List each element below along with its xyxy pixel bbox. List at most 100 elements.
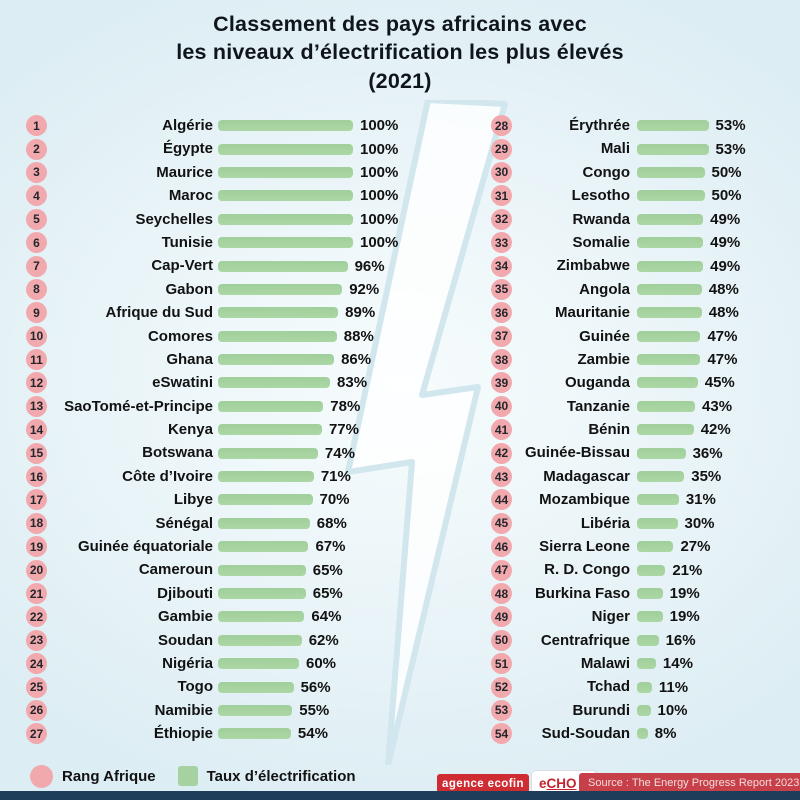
electrification-bar [637,728,648,740]
bar-group: 71% [218,465,351,488]
value-label: 31% [685,491,716,509]
electrification-bar [637,190,705,202]
bar-group: 67% [218,535,345,558]
electrification-bar [218,704,293,716]
ranking-row: 28 Érythrée 53% [486,114,796,137]
bar-group: 14% [637,652,693,675]
value-label: 100% [360,187,399,205]
title-line-3: (2021) [368,68,432,93]
country-label: Centrafrique [540,631,630,649]
electrification-bar [637,681,652,693]
rank-badge: 27 [26,723,47,745]
value-label: 48% [708,280,739,298]
value-label: 56% [300,678,331,696]
value-label: 96% [354,257,385,275]
bar-group: 49% [637,231,740,254]
value-label: 100% [360,234,399,252]
electrification-bar [218,611,305,623]
rank-badge: 36 [491,302,512,324]
country-label: eSwatini [152,374,213,392]
country-label: Malawi [580,654,630,672]
bar-group: 88% [218,325,374,348]
value-label: 16% [665,631,696,649]
country-label: Afrique du Sud [105,304,214,322]
value-label: 55% [299,701,330,719]
ranking-row: 8 Gabon 92% [16,278,396,301]
ranking-row: 34 Zimbabwe 49% [486,254,796,277]
value-label: 64% [311,608,342,626]
electrification-bar [637,283,702,295]
ranking-row: 35 Angola 48% [486,278,796,301]
rank-badge: 5 [26,208,47,230]
value-label: 74% [324,444,355,462]
electrification-bar [637,120,709,132]
value-label: 49% [710,234,741,252]
rank-badge: 33 [491,232,512,254]
rank-badge: 9 [26,302,47,324]
ranking-row: 49 Niger 19% [486,605,796,628]
country-label: Libéria [580,514,630,532]
country-label: Éthiopie [153,725,213,743]
rank-badge: 42 [491,442,512,464]
ranking-row: 51 Malawi 14% [486,652,796,675]
rank-badge: 39 [491,372,512,394]
electrification-bar [637,260,704,272]
electrification-bar [218,120,353,132]
value-label: 45% [704,374,735,392]
rank-badge: 17 [26,489,47,511]
electrification-bar [218,681,294,693]
electrification-bar [637,658,656,670]
country-label: Guinée [579,327,630,345]
value-label: 19% [669,585,700,602]
bar-group: 21% [637,558,702,581]
ranking-row: 9 Afrique du Sud 89% [16,301,396,324]
value-label: 65% [312,585,343,602]
value-label: 8% [654,725,677,743]
source-credit: Source : The Energy Progress Report 2023 [579,773,800,793]
rank-badge: 31 [491,185,512,207]
electrification-bar [218,634,302,646]
ranking-row: 18 Sénégal 68% [16,512,396,535]
rank-badge: 53 [491,699,512,721]
electrification-bar [218,330,337,342]
bar-group: 16% [637,629,696,652]
rank-badge: 20 [26,559,47,581]
ranking-row: 53 Burundi 10% [486,699,796,722]
bar-group: 78% [218,395,360,418]
bar-group: 89% [218,301,375,324]
rank-badge: 18 [26,512,47,534]
electrification-bar [218,658,299,670]
bar-group: 100% [218,184,398,207]
echo-logo-rest: CHO [546,775,577,791]
rank-badge: 19 [26,536,47,558]
bar-legend-label: Taux d’électrification [206,767,356,785]
ranking-row: 29 Mali 53% [486,137,796,160]
bar-group: 43% [637,395,732,418]
country-label: Namibie [154,701,213,719]
country-label: Burkina Faso [534,584,630,602]
value-label: 83% [337,374,368,392]
ranking-row: 12 eSwatini 83% [16,371,396,394]
ranking-row: 22 Gambie 64% [16,605,396,628]
value-label: 62% [308,631,339,649]
ranking-row: 7 Cap-Vert 96% [16,254,396,277]
legend: Rang Afrique Taux d’électrification [30,763,356,789]
ranking-row: 20 Cameroun 65% [16,558,396,581]
ranking-row: 26 Namibie 55% [16,699,396,722]
ranking-row: 48 Burkina Faso 19% [486,582,796,605]
electrification-bar [218,143,353,155]
value-label: 21% [672,561,703,579]
value-label: 70% [319,491,350,509]
rank-badge: 34 [491,255,512,277]
country-label: Tchad [586,678,630,696]
country-label: Togo [177,678,213,696]
electrification-bar [637,494,679,506]
ranking-row: 25 Togo 56% [16,675,396,698]
value-label: 71% [320,468,351,486]
rank-badge: 21 [26,583,47,604]
rank-legend-swatch [30,764,53,788]
ranking-row: 3 Maurice 100% [16,161,398,184]
value-label: 100% [360,140,399,158]
electrification-bar [218,260,348,272]
country-label: Tunisie [161,233,213,251]
